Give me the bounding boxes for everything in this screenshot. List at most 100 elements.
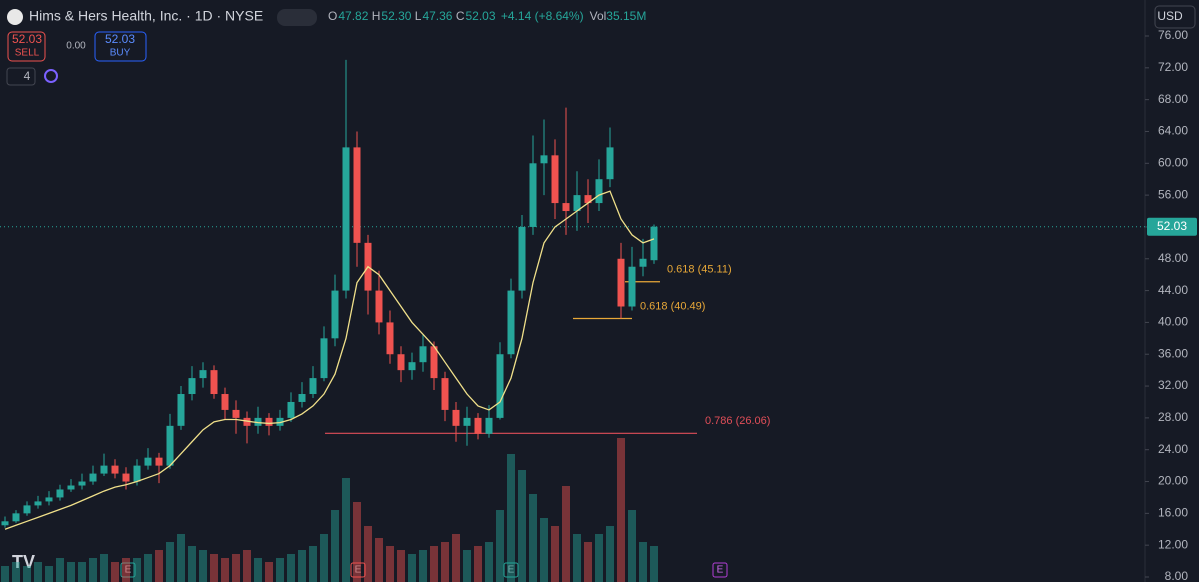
- volume-bar: [56, 558, 64, 582]
- event-label: E: [125, 565, 132, 576]
- sync-icon[interactable]: [44, 69, 58, 83]
- ohlc-legend: O47.82 H52.30 L47.36 C52.03 +4.14 (+8.64…: [328, 9, 646, 23]
- candle-body: [177, 394, 185, 426]
- candle-body: [34, 501, 42, 506]
- candle-body: [122, 473, 130, 482]
- volume-bar: [485, 542, 493, 582]
- y-tick-label: 40.00: [1158, 315, 1188, 329]
- volume-bar: [562, 486, 570, 582]
- volume-bar: [188, 546, 196, 582]
- volume-bar: [89, 558, 97, 582]
- volume-bar: [397, 550, 405, 582]
- volume-bar: [67, 562, 75, 582]
- volume-bar: [1, 566, 9, 582]
- y-tick-label: 60.00: [1158, 155, 1188, 169]
- event-marker[interactable]: [350, 562, 366, 578]
- price-tag: [1147, 217, 1197, 236]
- candle-body: [474, 417, 482, 434]
- legend-volume-value: 35.15M: [606, 9, 646, 23]
- y-tick-label: 36.00: [1158, 346, 1188, 360]
- earnings-markers: E E E E: [120, 562, 728, 578]
- volume-bar: [199, 550, 207, 582]
- volume-bar: [34, 562, 42, 582]
- candle-body: [551, 155, 559, 204]
- candle-body: [78, 481, 86, 486]
- volume-bar: [386, 546, 394, 582]
- y-tick-label: 20.00: [1158, 474, 1188, 488]
- volume-bar: [276, 558, 284, 582]
- currency-button[interactable]: [1154, 5, 1196, 29]
- y-tick-label: 12.00: [1158, 537, 1188, 551]
- legend-value: 52.03: [466, 9, 496, 23]
- buy-button[interactable]: [94, 31, 147, 62]
- volume-bar: [342, 478, 350, 582]
- candle-body: [298, 394, 306, 402]
- event-label: E: [717, 565, 724, 576]
- candle-body: [342, 147, 350, 291]
- y-tick-label: 76.00: [1158, 28, 1188, 42]
- volume-bar: [540, 518, 548, 582]
- volume-bar: [628, 510, 636, 582]
- candle-body: [166, 425, 174, 466]
- sell-label: SELL: [15, 48, 40, 59]
- y-tick-label: 28.00: [1158, 410, 1188, 424]
- candle-body: [485, 417, 493, 434]
- sell-price: 52.03: [12, 32, 42, 46]
- candle-body: [496, 354, 504, 418]
- candle-body: [221, 394, 229, 410]
- symbol: Hims & Hers Health, Inc. · 1D · NYSE: [29, 8, 263, 24]
- event-marker[interactable]: [503, 562, 519, 578]
- candle-body: [67, 485, 75, 490]
- volume-bar: [45, 566, 53, 582]
- y-tick-label: 64.00: [1158, 124, 1188, 138]
- logo: [7, 9, 23, 25]
- candle-body: [397, 354, 405, 371]
- event-marker[interactable]: [712, 562, 728, 578]
- volume-bar: [639, 542, 647, 582]
- candle-body: [419, 346, 427, 363]
- event-marker[interactable]: [120, 562, 136, 578]
- candle-body: [562, 203, 570, 212]
- buy-price: 52.03: [105, 32, 135, 46]
- legend-key: O: [328, 9, 337, 23]
- candle-body: [144, 457, 152, 466]
- buy-label: BUY: [110, 48, 131, 59]
- volume-bar: [254, 558, 262, 582]
- candle-body: [111, 465, 119, 474]
- volume-bar: [78, 562, 86, 582]
- volume-bar: [595, 534, 603, 582]
- sell-button[interactable]: [7, 31, 46, 62]
- candle-body: [331, 290, 339, 339]
- candle-body: [650, 226, 658, 261]
- price-tag-label: 52.03: [1157, 219, 1187, 233]
- candle-body: [529, 163, 537, 227]
- candle-body: [540, 155, 548, 164]
- volume-bar: [364, 526, 372, 582]
- candle-body: [188, 378, 196, 395]
- candle-body: [463, 417, 471, 426]
- volume-bar: [309, 546, 317, 582]
- volume-bar: [573, 534, 581, 582]
- volume-bar: [166, 542, 174, 582]
- currency: USD: [1157, 9, 1183, 23]
- legend-key: H: [372, 9, 381, 23]
- volume-bar: [287, 554, 295, 582]
- candle-body: [573, 195, 581, 212]
- legend-change: +4.14 (+8.64%): [501, 9, 584, 23]
- candle-body: [243, 417, 251, 426]
- candle-body: [353, 147, 361, 243]
- fib-label: 0.618 (40.49): [640, 300, 705, 312]
- volume-bar: [243, 550, 251, 582]
- candle-body: [606, 147, 614, 180]
- volume-bar: [496, 510, 504, 582]
- candle-body: [56, 489, 64, 498]
- volume-bar: [265, 562, 273, 582]
- toggle[interactable]: [277, 9, 317, 26]
- candle-body: [133, 465, 141, 482]
- volume-bar: [452, 534, 460, 582]
- candle-body: [265, 417, 273, 426]
- y-tick-label: 72.00: [1158, 60, 1188, 74]
- indicators-toggle[interactable]: [6, 67, 36, 86]
